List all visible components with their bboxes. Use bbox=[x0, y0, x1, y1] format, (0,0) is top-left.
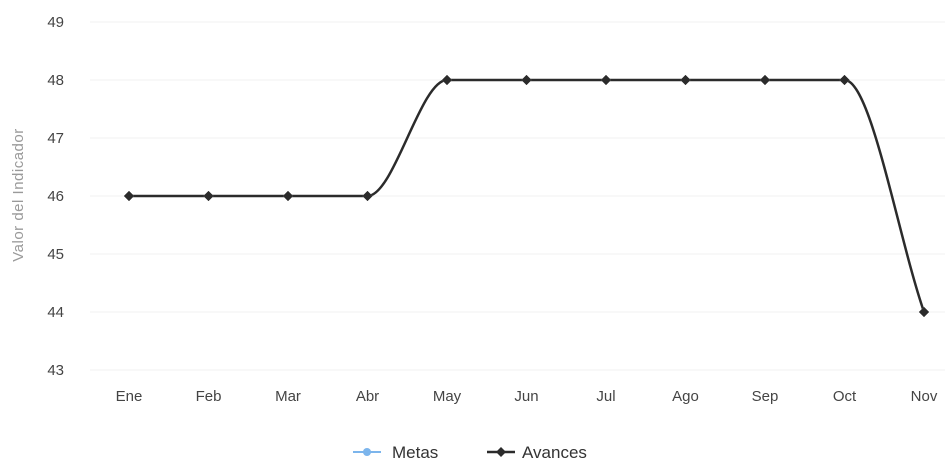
x-tick-label: Jul bbox=[596, 388, 615, 405]
y-axis-title: Valor del Indicador bbox=[10, 128, 27, 261]
legend-label-metas: Metas bbox=[392, 443, 438, 459]
y-tick-label: 46 bbox=[47, 188, 64, 205]
y-tick-label: 43 bbox=[47, 362, 64, 379]
legend-marker-metas bbox=[363, 448, 371, 456]
y-tick-label: 45 bbox=[47, 246, 64, 263]
x-tick-label: Nov bbox=[911, 388, 938, 405]
data-point-avances-nov[interactable] bbox=[918, 306, 930, 318]
y-tick-label: 44 bbox=[47, 304, 64, 321]
x-tick-label: Jun bbox=[514, 388, 538, 405]
legend-label-avances: Avances bbox=[522, 443, 587, 459]
data-point-avances-ene[interactable] bbox=[123, 190, 135, 202]
y-tick-label: 47 bbox=[47, 130, 64, 147]
data-point-avances-abr[interactable] bbox=[362, 190, 373, 202]
x-tick-label: Ene bbox=[116, 388, 143, 405]
y-axis-ticks: 43 44 45 46 47 48 49 bbox=[47, 14, 64, 379]
x-axis-ticks: Ene Feb Mar Abr May Jun Jul Ago Sep Oct Nov bbox=[116, 388, 938, 405]
series-avances bbox=[123, 74, 930, 318]
data-point-avances-ago[interactable] bbox=[680, 74, 691, 86]
x-tick-label: Ago bbox=[672, 388, 699, 405]
data-point-avances-oct[interactable] bbox=[839, 74, 850, 86]
data-point-avances-mar[interactable] bbox=[282, 190, 294, 202]
legend-item-metas[interactable]: Metas bbox=[353, 443, 438, 459]
x-tick-label: Oct bbox=[833, 388, 857, 405]
data-point-avances-may[interactable] bbox=[441, 74, 453, 86]
data-point-avances-feb[interactable] bbox=[203, 190, 214, 202]
legend-marker-avances bbox=[496, 447, 506, 457]
y-tick-label: 48 bbox=[47, 72, 64, 89]
legend-item-avances[interactable]: Avances bbox=[487, 443, 587, 459]
series-layer bbox=[123, 74, 930, 318]
y-tick-label: 49 bbox=[47, 14, 64, 31]
x-tick-label: Sep bbox=[752, 388, 779, 405]
x-tick-label: Abr bbox=[356, 388, 379, 405]
legend: Metas Avances bbox=[353, 443, 587, 459]
x-tick-label: Feb bbox=[196, 388, 222, 405]
x-tick-label: Mar bbox=[275, 388, 301, 405]
x-tick-label: May bbox=[433, 388, 462, 405]
data-point-avances-jun[interactable] bbox=[521, 74, 532, 86]
data-point-avances-jul[interactable] bbox=[600, 74, 612, 86]
data-point-avances-sep[interactable] bbox=[759, 74, 771, 86]
